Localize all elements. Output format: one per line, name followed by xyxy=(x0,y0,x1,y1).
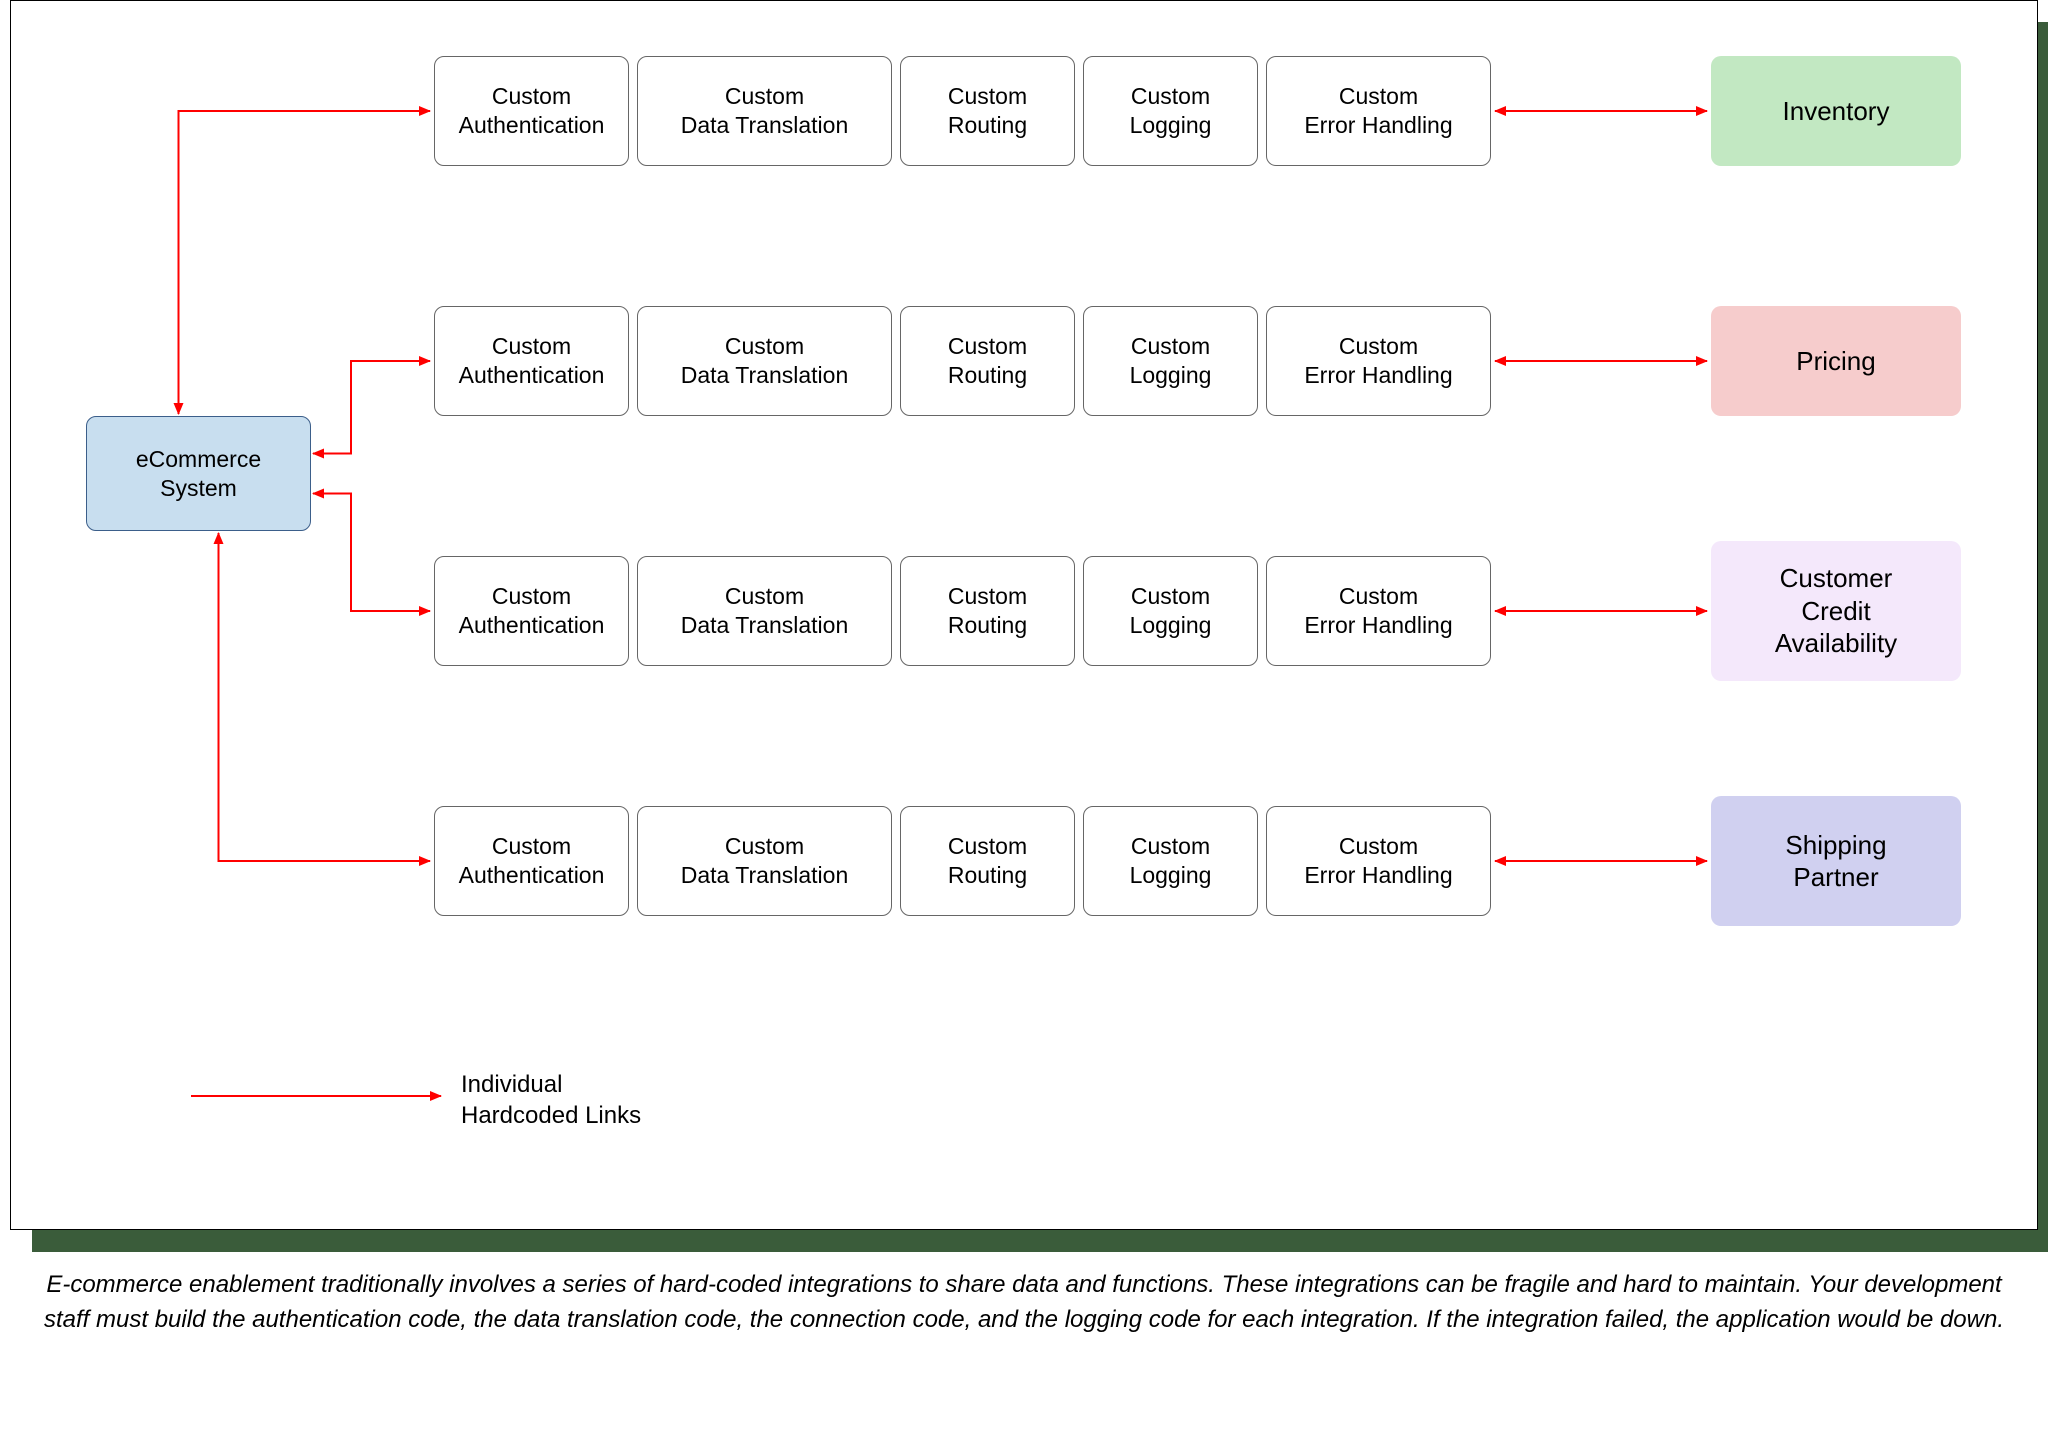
pipeline-route-row2: CustomRouting xyxy=(900,556,1075,666)
pipeline-trans-row3: CustomData Translation xyxy=(637,806,892,916)
pipeline-trans-row1: CustomData Translation xyxy=(637,306,892,416)
target-box-row2: CustomerCreditAvailability xyxy=(1711,541,1961,681)
ecommerce-system-label: eCommerceSystem xyxy=(136,445,261,503)
target-box-row0: Inventory xyxy=(1711,56,1961,166)
frame-shadow-bottom xyxy=(32,1230,2048,1252)
pipeline-err-row0: CustomError Handling xyxy=(1266,56,1491,166)
pipeline-err-row3: CustomError Handling xyxy=(1266,806,1491,916)
pipeline-route-row0: CustomRouting xyxy=(900,56,1075,166)
pipeline-auth-row3: CustomAuthentication xyxy=(434,806,629,916)
pipeline-auth-row2: CustomAuthentication xyxy=(434,556,629,666)
frame-shadow-right xyxy=(2038,22,2048,1252)
pipeline-log-row0: CustomLogging xyxy=(1083,56,1258,166)
target-box-row1: Pricing xyxy=(1711,306,1961,416)
legend-label: IndividualHardcoded Links xyxy=(461,1069,641,1131)
pipeline-trans-row0: CustomData Translation xyxy=(637,56,892,166)
pipeline-route-row3: CustomRouting xyxy=(900,806,1075,916)
target-box-row3: ShippingPartner xyxy=(1711,796,1961,926)
diagram-caption: E-commerce enablement traditionally invo… xyxy=(40,1268,2008,1338)
ecommerce-system-box: eCommerceSystem xyxy=(86,416,311,531)
pipeline-err-row1: CustomError Handling xyxy=(1266,306,1491,416)
pipeline-route-row1: CustomRouting xyxy=(900,306,1075,416)
pipeline-log-row1: CustomLogging xyxy=(1083,306,1258,416)
pipeline-auth-row1: CustomAuthentication xyxy=(434,306,629,416)
pipeline-err-row2: CustomError Handling xyxy=(1266,556,1491,666)
pipeline-auth-row0: CustomAuthentication xyxy=(434,56,629,166)
diagram-frame: eCommerceSystem CustomAuthenticationCust… xyxy=(10,0,2038,1230)
pipeline-trans-row2: CustomData Translation xyxy=(637,556,892,666)
pipeline-log-row3: CustomLogging xyxy=(1083,806,1258,916)
pipeline-log-row2: CustomLogging xyxy=(1083,556,1258,666)
